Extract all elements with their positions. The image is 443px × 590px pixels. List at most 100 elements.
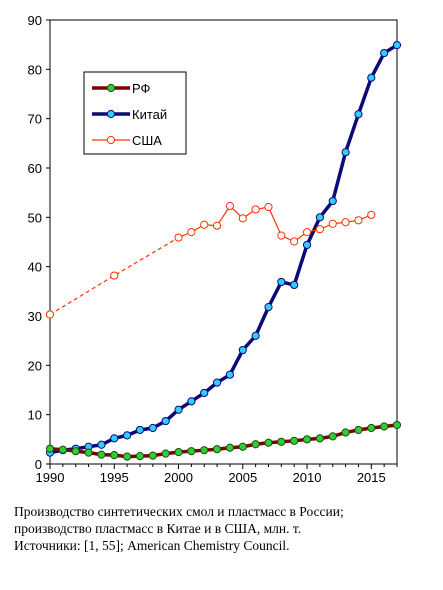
data-point-rf xyxy=(290,436,299,445)
data-point-rf xyxy=(97,450,106,459)
data-point-rf xyxy=(135,452,145,461)
legend: РФ Китай США xyxy=(83,71,187,155)
data-point-rf xyxy=(367,423,376,433)
data-point-rf xyxy=(354,425,363,435)
series-line-usa xyxy=(178,205,372,243)
data-point-usa xyxy=(277,231,286,240)
figure-caption: Производство синтетических смол и пластм… xyxy=(14,503,439,554)
x-tick-label: 2005 xyxy=(228,470,257,485)
data-point-rf xyxy=(123,452,132,461)
data-point-usa xyxy=(45,310,55,319)
data-point-usa xyxy=(328,219,337,228)
data-point-usa xyxy=(110,271,119,280)
data-point-usa xyxy=(367,210,376,219)
x-tick-label: 2010 xyxy=(293,470,322,485)
data-point-china xyxy=(354,110,363,119)
chart: 0 10 20 30 40 50 60 70 80 90 1990 1995 2000 2005 2010 2… xyxy=(28,13,402,485)
data-point-usa xyxy=(212,221,222,230)
data-point-china xyxy=(161,416,170,426)
data-point-rf xyxy=(392,420,402,430)
data-point-china xyxy=(238,345,247,355)
data-point-china xyxy=(290,280,299,290)
y-tick-label: 0 xyxy=(35,457,42,472)
data-point-rf xyxy=(302,435,312,444)
data-point-china xyxy=(392,41,402,50)
data-point-usa xyxy=(251,205,260,214)
legend-marker-china xyxy=(106,109,116,119)
x-tick-label: 1990 xyxy=(36,470,65,485)
legend-marker-rf xyxy=(106,83,116,93)
data-point-rf xyxy=(264,438,273,447)
data-point-rf xyxy=(328,432,337,441)
legend-label-rf: РФ xyxy=(132,81,151,96)
data-point-rf xyxy=(187,447,196,456)
data-point-china xyxy=(123,431,132,440)
data-point-china xyxy=(200,388,209,398)
data-point-china xyxy=(148,423,157,433)
data-point-china xyxy=(174,405,183,414)
legend-label-china: Китай xyxy=(132,107,167,122)
data-point-rf xyxy=(315,434,324,443)
data-point-rf xyxy=(110,451,119,460)
data-point-china xyxy=(264,303,273,312)
data-point-china xyxy=(380,48,389,58)
caption-line-1: Производство синтетических смол и пластм… xyxy=(14,504,344,519)
series-line-china xyxy=(49,43,398,455)
data-point-rf xyxy=(225,443,235,452)
data-point-rf xyxy=(174,448,183,457)
data-point-rf xyxy=(58,445,67,454)
y-tick-label: 80 xyxy=(28,62,42,77)
y-tick-label: 70 xyxy=(28,112,42,127)
tick-labels: 0 10 20 30 40 50 60 70 80 90 1990 1995 2000 2005 2010 2… xyxy=(28,13,386,485)
data-point-rf xyxy=(161,449,170,458)
data-point-usa xyxy=(225,201,235,211)
data-point-rf xyxy=(380,422,389,431)
data-point-china xyxy=(341,148,350,157)
x-tick-label: 1995 xyxy=(100,470,129,485)
data-point-china xyxy=(135,425,145,435)
data-point-usa xyxy=(315,225,324,234)
y-tick-label: 40 xyxy=(28,260,42,275)
data-point-rf xyxy=(84,448,93,457)
data-point-usa xyxy=(187,228,196,237)
data-point-usa xyxy=(354,216,363,225)
data-point-china xyxy=(212,378,222,387)
data-point-rf xyxy=(200,446,209,455)
data-point-rf xyxy=(238,442,247,451)
data-point-usa xyxy=(174,233,183,242)
y-tick-label: 30 xyxy=(28,309,42,324)
y-tick-label: 20 xyxy=(28,358,42,373)
data-point-china xyxy=(225,370,235,379)
data-point-china xyxy=(251,331,260,340)
x-tick-label: 2000 xyxy=(164,470,193,485)
series-layer xyxy=(45,41,402,461)
data-point-rf xyxy=(341,428,350,437)
legend-label-usa: США xyxy=(132,133,162,148)
caption-line-3: Источники: [1, 55]; American Chemistry C… xyxy=(14,538,290,553)
data-point-usa xyxy=(290,237,299,246)
plot-frame xyxy=(49,19,398,465)
caption-line-2: производство пластмасс в Китае и в США, … xyxy=(14,521,302,536)
data-point-china xyxy=(277,277,286,287)
data-point-rf xyxy=(277,437,286,446)
y-tick-label: 60 xyxy=(28,161,42,176)
x-tick-label: 2015 xyxy=(357,470,386,485)
data-point-rf xyxy=(45,444,55,453)
legend-marker-usa xyxy=(106,135,116,145)
data-point-rf xyxy=(71,447,80,456)
data-point-china xyxy=(315,213,324,222)
data-point-rf xyxy=(251,440,260,449)
data-point-usa xyxy=(238,214,247,223)
data-point-china xyxy=(302,240,312,250)
y-tick-label: 90 xyxy=(28,13,42,28)
y-tick-label: 50 xyxy=(28,210,42,225)
data-point-china xyxy=(367,73,376,82)
data-point-usa xyxy=(200,220,209,229)
data-point-china xyxy=(97,440,106,449)
data-point-rf xyxy=(212,445,222,454)
data-point-china xyxy=(110,434,119,443)
data-point-china xyxy=(328,196,337,206)
data-point-usa xyxy=(302,228,312,237)
series-line-rf xyxy=(49,423,398,459)
y-tick-label: 10 xyxy=(28,408,42,423)
